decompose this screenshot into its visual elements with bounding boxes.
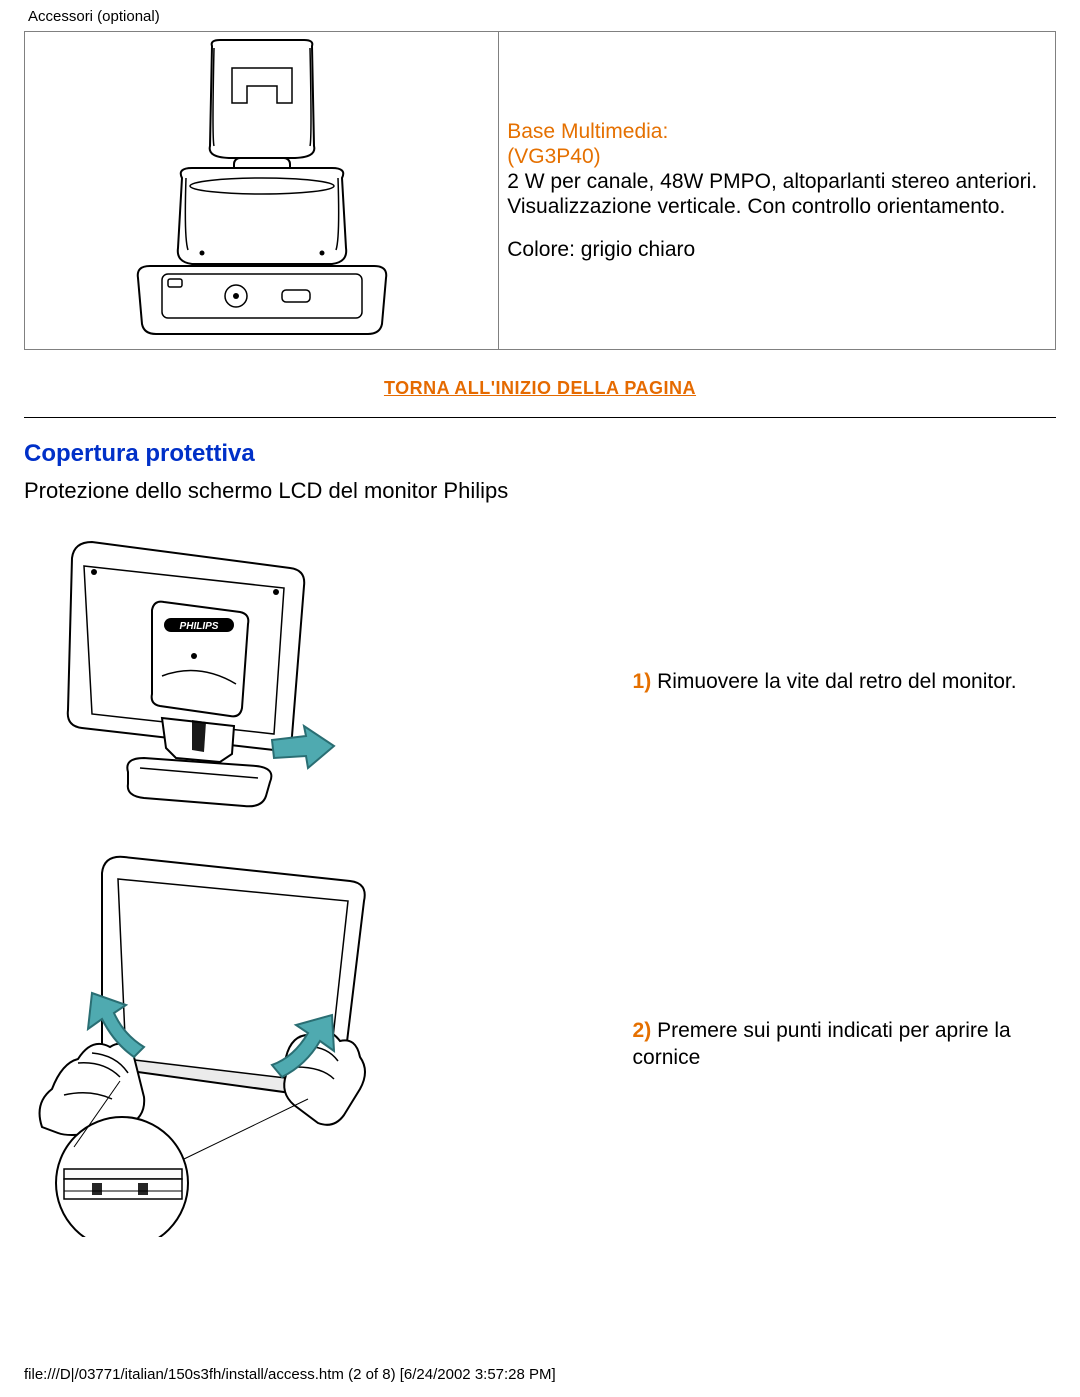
- section-subheading: Protezione dello schermo LCD del monitor…: [24, 478, 1056, 504]
- accessory-description-cell: Base Multimedia: (VG3P40) 2 W per canale…: [499, 32, 1056, 350]
- step-1-image-cell: PHILIPS: [24, 524, 623, 841]
- step-1-number: 1): [633, 670, 652, 693]
- step-1-body: Rimuovere la vite dal retro del monitor.: [651, 670, 1016, 693]
- step-2-number: 2): [633, 1019, 652, 1042]
- step-2-body: Premere sui punti indicati per aprire la…: [633, 1019, 1011, 1068]
- multimedia-base-icon: [132, 38, 392, 338]
- accessory-spec-3: Colore: grigio chiaro: [507, 237, 1047, 262]
- back-to-top-link[interactable]: TORNA ALL'INIZIO DELLA PAGINA: [384, 378, 696, 398]
- breadcrumb: Accessori (optional): [24, 0, 1056, 27]
- step-1-text-cell: 1) Rimuovere la vite dal retro del monit…: [623, 524, 1056, 841]
- accessory-image-cell: [25, 32, 499, 350]
- step-2-illustration-icon: [34, 847, 394, 1237]
- accessory-title-1: Base Multimedia:: [507, 119, 1047, 144]
- section-heading: Copertura protettiva: [24, 440, 1056, 468]
- accessory-spec-2: Visualizzazione verticale. Con controllo…: [507, 194, 1047, 219]
- accessory-title-2: (VG3P40): [507, 144, 1047, 169]
- step-2-text: 2) Premere sui punti indicati per aprire…: [633, 1018, 1046, 1071]
- step-1-text: 1) Rimuovere la vite dal retro del monit…: [633, 669, 1046, 695]
- footer-path: file:///D|/03771/italian/150s3fh/install…: [24, 1366, 556, 1383]
- svg-text:PHILIPS: PHILIPS: [180, 621, 219, 632]
- steps-table: PHILIPS: [24, 524, 1056, 1248]
- step-2-image-cell: [24, 841, 623, 1248]
- step-2-text-cell: 2) Premere sui punti indicati per aprire…: [623, 841, 1056, 1248]
- divider: [24, 417, 1056, 418]
- step-row: PHILIPS: [24, 524, 1056, 841]
- step-row: 2) Premere sui punti indicati per aprire…: [24, 841, 1056, 1248]
- accessory-spec-1: 2 W per canale, 48W PMPO, altoparlanti s…: [507, 169, 1047, 194]
- accessory-table: Base Multimedia: (VG3P40) 2 W per canale…: [24, 31, 1056, 350]
- step-1-illustration-icon: PHILIPS: [34, 530, 364, 830]
